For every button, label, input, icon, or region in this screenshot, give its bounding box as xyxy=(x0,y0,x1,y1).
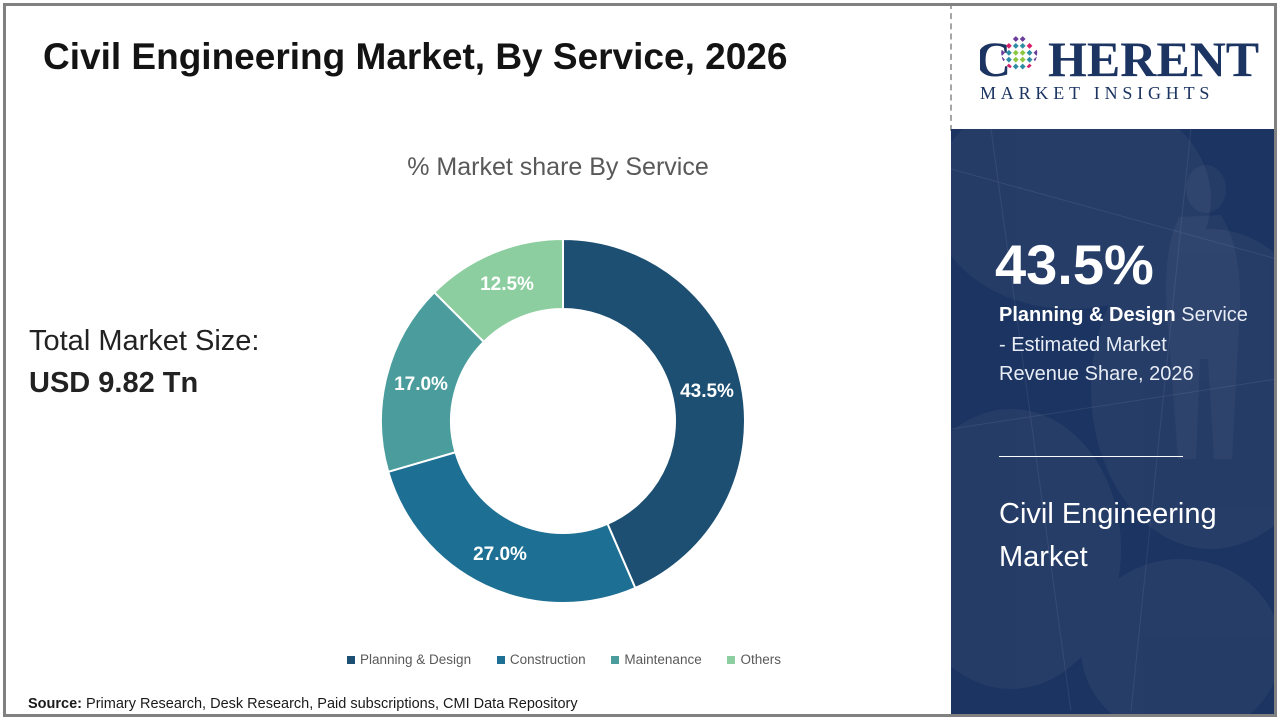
svg-text:MARKET INSIGHTS: MARKET INSIGHTS xyxy=(980,83,1214,103)
svg-text:HERENT: HERENT xyxy=(1048,31,1259,87)
svg-text:17.0%: 17.0% xyxy=(394,374,448,395)
svg-text:43.5%: 43.5% xyxy=(680,381,734,402)
svg-text:12.5%: 12.5% xyxy=(480,274,534,295)
svg-text:27.0%: 27.0% xyxy=(473,544,527,565)
svg-text:C: C xyxy=(980,31,1011,87)
